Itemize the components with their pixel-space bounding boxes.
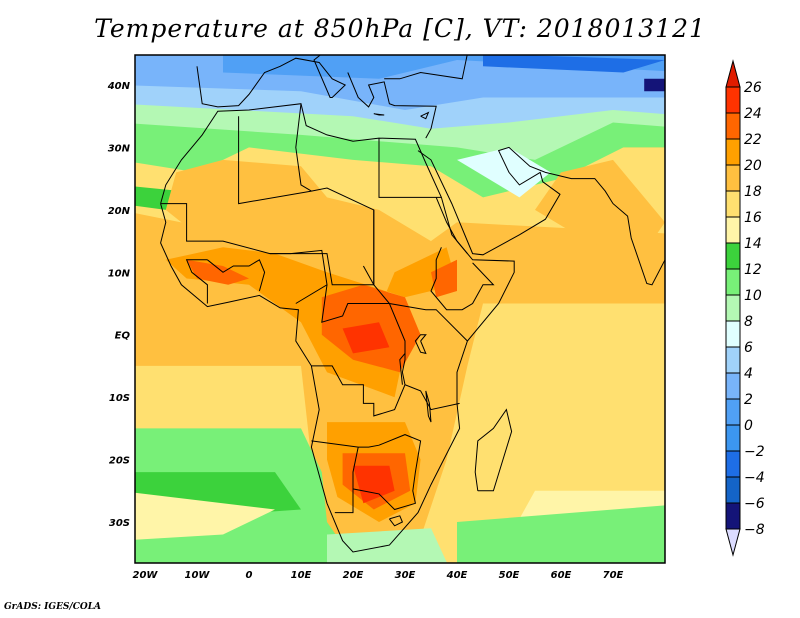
lon-tick-label: 0 <box>246 570 253 581</box>
credit-label: GrADS: IGES/COLA <box>4 602 102 612</box>
lat-tick-label: EQ <box>115 331 131 342</box>
lon-tick-label: 30E <box>395 570 416 581</box>
colorbar-label: 0 <box>744 418 753 434</box>
coastline <box>334 488 354 514</box>
colorbar-swatch <box>725 112 741 140</box>
lat-tick-label: 40N <box>107 81 131 92</box>
coastline <box>430 247 495 311</box>
colorbar-label: 6 <box>744 340 753 356</box>
coastlines <box>160 55 665 553</box>
colorbar-swatch <box>725 450 741 478</box>
lon-tick-label: 10W <box>185 570 211 581</box>
colorbar-label: −2 <box>744 444 765 460</box>
coastline <box>420 111 430 120</box>
lat-tick-label: 10S <box>109 393 130 404</box>
lat-tick-label: 20N <box>108 206 131 217</box>
temperature-contour <box>535 159 665 260</box>
colorbar-swatch <box>725 242 741 270</box>
temperature-contour <box>457 505 665 563</box>
coastline <box>474 408 513 492</box>
coastline <box>417 146 665 286</box>
colorbar-label: 14 <box>744 236 762 252</box>
colorbar-lower-arrow <box>725 528 741 557</box>
colorbar-label: 8 <box>744 314 753 330</box>
temperature-contour <box>644 78 665 92</box>
colorbar-swatch <box>725 424 741 452</box>
temperature-contour <box>483 55 665 73</box>
temperature-contour <box>135 492 275 540</box>
lon-tick-label: 20E <box>343 570 364 581</box>
temperature-contour <box>186 259 249 285</box>
coastline <box>311 365 406 417</box>
colorbar-label: −6 <box>744 496 765 512</box>
coastline <box>347 72 437 139</box>
lat-tick-label: 30S <box>109 518 130 529</box>
lon-tick-label: 60E <box>551 570 572 581</box>
colorbar-swatch <box>725 502 741 530</box>
coastline <box>425 390 432 423</box>
coastline <box>373 209 468 342</box>
coastline <box>435 197 468 254</box>
colorbar-label: 16 <box>744 210 762 226</box>
colorbar-swatch <box>725 372 741 400</box>
coastline <box>373 113 385 116</box>
temperature-contour <box>353 465 395 504</box>
colorbar-swatch <box>725 398 741 426</box>
colorbar-label: −8 <box>744 522 765 538</box>
coastline <box>321 284 460 411</box>
coastline <box>196 55 347 108</box>
colorbar-swatch <box>725 216 741 244</box>
lon-tick-label: 20W <box>133 570 159 581</box>
coastline <box>389 515 404 527</box>
colorbar-label: 24 <box>744 106 762 122</box>
coastline <box>399 353 406 385</box>
colorbar-swatch <box>725 86 741 114</box>
temperature-contour <box>431 259 457 298</box>
lon-tick-label: 10E <box>291 570 312 581</box>
map-frame <box>134 54 666 564</box>
colorbar-label: 22 <box>744 132 762 148</box>
colorbar-label: 26 <box>744 80 762 96</box>
coastline <box>269 249 328 304</box>
colorbar-swatch <box>725 346 741 374</box>
temperature-contour <box>457 147 551 198</box>
lat-tick-label: 10N <box>108 268 131 279</box>
coastline <box>295 103 312 192</box>
coastline <box>384 55 468 80</box>
colorbar-swatch <box>725 138 741 166</box>
coastline <box>207 259 266 292</box>
coastline <box>311 434 422 511</box>
colorbar-label: 12 <box>744 262 762 278</box>
coastline <box>160 103 515 553</box>
axis-ticks: 20W 10W 0 10E 20E 30E 40E 50E 60E 70E 40N 30N 20N 10N… <box>107 81 624 581</box>
lon-tick-label: 40E <box>446 570 468 581</box>
temperature-contour <box>342 322 390 354</box>
coastline <box>414 334 427 355</box>
temperature-contour <box>165 159 432 285</box>
colorbar-swatch <box>725 190 741 218</box>
lat-tick-label: 20S <box>109 456 130 467</box>
colorbar-upper-arrow <box>725 59 741 88</box>
colorbar-label: −4 <box>744 470 765 486</box>
map-title: Temperature at 850hPa [C], VT: 201801312… <box>94 14 706 43</box>
colorbar-swatch <box>725 268 741 296</box>
temperature-field <box>135 55 665 563</box>
lon-tick-label: 70E <box>603 570 624 581</box>
colorbar-swatch <box>725 320 741 348</box>
colorbar-swatch <box>725 294 741 322</box>
colorbar-label: 2 <box>744 392 753 408</box>
coastline <box>362 265 375 286</box>
colorbar-swatch <box>725 476 741 504</box>
colorbar-label: 10 <box>744 288 762 304</box>
lat-tick-label: 30N <box>108 143 131 154</box>
colorbar-label: 4 <box>744 366 753 382</box>
coastline <box>378 138 442 198</box>
coastline <box>185 259 208 304</box>
lon-tick-label: 50E <box>499 570 520 581</box>
colorbar-swatch <box>725 164 741 192</box>
colorbar-label: 18 <box>744 184 762 200</box>
colorbar-label: 20 <box>744 158 762 174</box>
